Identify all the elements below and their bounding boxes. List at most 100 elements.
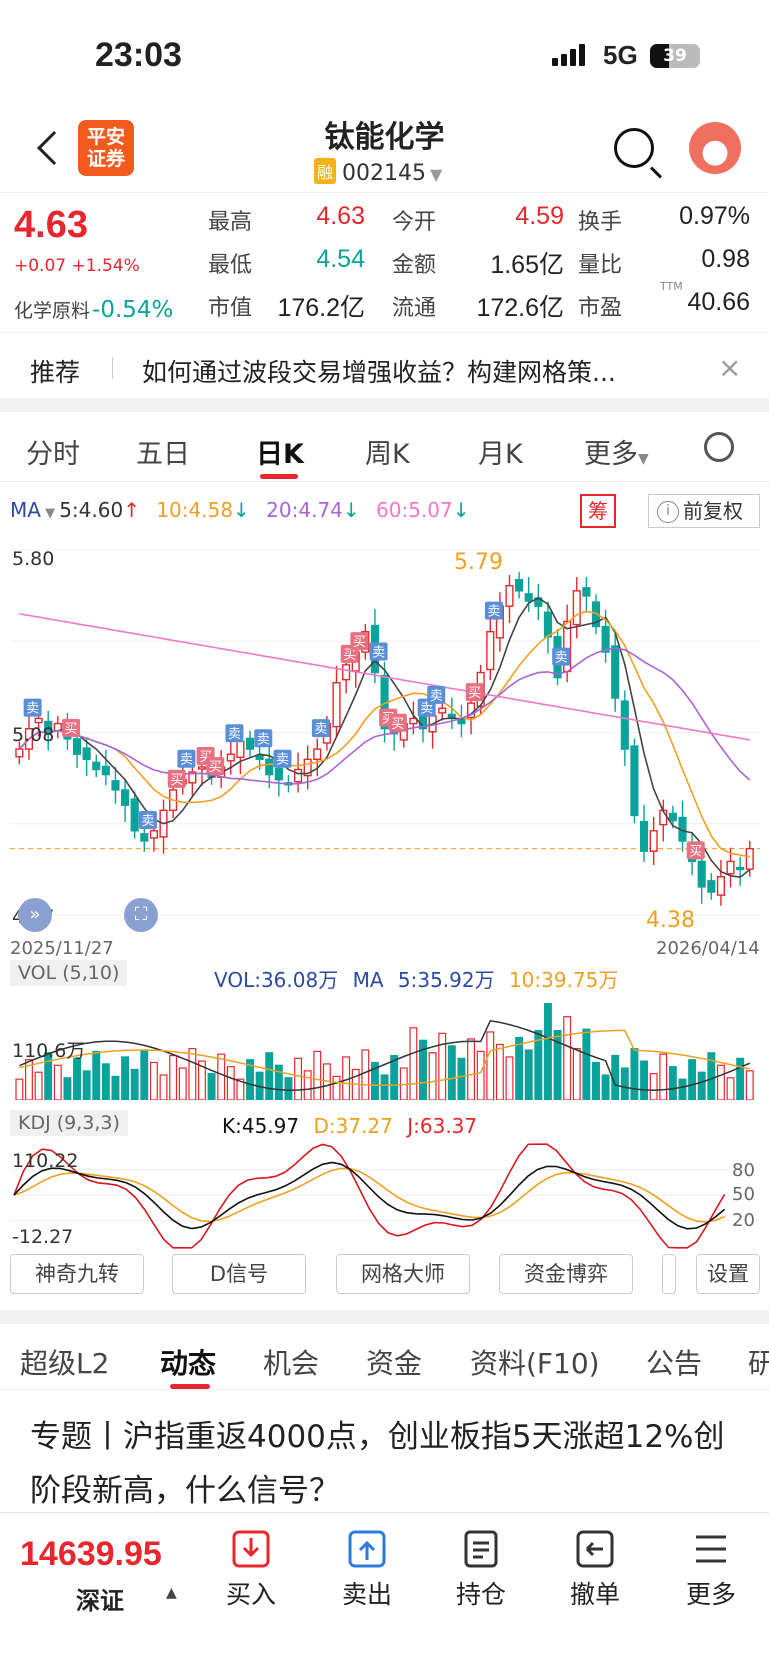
ma-legend[interactable]: MA ▼ 5:4.60↑ 10:4.58↓ 20:4.74↓ 60:5.07↓ [10,498,470,522]
tab-fenshi[interactable]: 分时 [26,439,80,470]
close-icon[interactable]: × [718,351,742,384]
adjust-button[interactable]: 前复权 [648,494,760,528]
volume-bar [688,1059,697,1100]
y-axis-mid: 5.08 [12,724,55,746]
volume-bar [149,1061,158,1100]
marker-text: 卖 [314,722,327,737]
buy-marker: 买 [62,718,81,737]
marker-text: 卖 [180,753,193,768]
marker-box [465,683,484,702]
index-value[interactable]: 14639.95 [20,1535,162,1573]
news-headline[interactable]: 专题丨沪指重返4000点，创业板指5天涨超12%创阶段新高，什么信号？ [30,1419,725,1509]
tab-five-day[interactable]: 五日 [136,439,190,470]
kdj-ref-50: 50 [732,1184,755,1205]
stock-code-selector[interactable]: 融 002145 ▼ [314,158,442,186]
candle-body [736,866,745,871]
volume-bar [524,1049,533,1100]
tab-f10[interactable]: 资料(F10) [470,1347,600,1380]
vol-legend[interactable]: VOL (5,10) [10,960,128,986]
settings-button[interactable]: 设置 [696,1254,760,1294]
volume-bar [121,1056,130,1100]
status-bar: 23:03 5G 39 [0,0,769,110]
fullscreen-icon[interactable]: ⛶ [124,898,158,932]
kdj-chart[interactable] [10,1142,760,1250]
tab-dynamics[interactable]: 动态 [160,1347,217,1380]
tab-weekly-k[interactable]: 周K [365,439,410,470]
volume-bar [668,1066,677,1100]
candle-body [486,630,495,671]
kdj-d-line [13,1167,725,1223]
index-name[interactable]: 深证 [76,1587,124,1615]
grid-master-button[interactable]: 网格大师 [336,1254,470,1294]
position-button[interactable]: 持仓 [436,1529,526,1611]
tab-super-l2[interactable]: 超级L2 [20,1347,110,1380]
kdj-legend[interactable]: KDJ (9,3,3) [10,1110,128,1136]
volume-bar [428,1052,437,1100]
buy-icon [232,1530,270,1568]
candle-body [591,601,601,628]
candle-body [438,707,447,714]
tab-opportunity[interactable]: 机会 [263,1347,320,1380]
gear-icon[interactable] [704,432,734,462]
candle-body [697,860,706,888]
tab-research[interactable]: 研 [748,1347,769,1380]
chevron-down-icon: ▼ [638,451,649,467]
volume-bar [716,1064,725,1100]
chip-button[interactable]: 筹 [580,494,616,528]
volume-bar [246,1059,254,1100]
candle-body [34,717,43,724]
candle-body [188,771,197,784]
volume-bar [92,1050,101,1100]
cancel-order-button[interactable]: 撤单 [550,1529,640,1611]
more-indicator-button[interactable] [662,1254,676,1294]
recommend-label: 推荐 [30,358,81,387]
volume-bar [34,1071,43,1100]
volume-bar [543,1003,552,1100]
marker-box [177,749,196,768]
candle-body [745,847,754,870]
marker-text: 买 [391,717,404,732]
tab-funds[interactable]: 资金 [366,1347,423,1380]
tab-announcement[interactable]: 公告 [646,1347,703,1380]
expand-icon[interactable]: » [18,898,52,932]
search-icon[interactable] [614,128,654,168]
volume-bar [101,1063,110,1100]
marker-text: 卖 [555,651,568,666]
quote-value: 0.98 [701,245,750,273]
volume-bar [582,1028,591,1100]
current-price: 4.63 [14,204,88,246]
tab-more[interactable]: 更多▼ [584,439,649,470]
kdj-j-line [13,1143,726,1249]
recommend-text[interactable]: 如何通过波段交易增强收益？构建网格策... [142,358,616,387]
d-signal-button[interactable]: D信号 [172,1254,306,1294]
margin-badge: 融 [314,158,337,184]
undo-icon [576,1530,614,1568]
volume-bar [265,1052,274,1100]
sector-info[interactable]: 化学原料-0.54% [14,297,174,323]
recommend-bar[interactable]: 推荐 如何通过波段交易增强收益？构建网格策... × [0,332,769,398]
volume-bar [659,1053,668,1100]
avatar[interactable] [689,122,741,174]
tab-monthly-k[interactable]: 月K [478,439,523,470]
volume-bar [447,1045,456,1100]
volume-bar [419,1039,427,1100]
more-button[interactable]: 更多 [666,1529,756,1611]
candle-body [342,664,351,681]
marker-box [350,632,369,651]
volume-bar [53,1064,62,1100]
nine-turn-button[interactable]: 神奇九转 [10,1254,144,1294]
marker-text: 买 [343,648,356,663]
volume-bar [707,1052,716,1100]
marker-text: 卖 [420,702,433,717]
tab-daily-k[interactable]: 日K [256,439,304,470]
volume-chart[interactable] [10,994,760,1100]
fund-game-button[interactable]: 资金博弈 [499,1254,633,1294]
buy-button[interactable]: 买入 [206,1529,296,1611]
volume-bar [284,1077,293,1100]
volume-bar [361,1049,370,1100]
position-icon [464,1530,498,1568]
menu-icon [696,1535,726,1563]
sell-button[interactable]: 卖出 [322,1529,412,1611]
caret-up-icon[interactable]: ▲ [166,1585,177,1601]
